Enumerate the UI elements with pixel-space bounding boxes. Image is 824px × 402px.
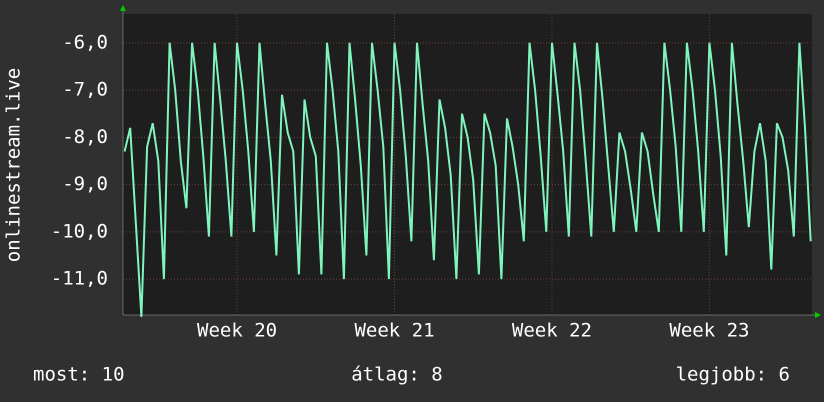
y-tick-label: -10,0: [51, 220, 108, 242]
footer-current: most: 10: [33, 364, 125, 386]
y-tick-label: -6,0: [62, 31, 108, 53]
plot-area: [123, 14, 812, 315]
x-tick-label: Week 21: [354, 320, 434, 342]
y-tick-label: -11,0: [51, 268, 108, 290]
y-tick-label: -9,0: [62, 173, 108, 195]
data-line: [123, 42, 812, 317]
footer-best: legjobb: 6: [676, 364, 790, 386]
x-axis-arrow: [815, 312, 821, 318]
footer-average: átlag: 8: [351, 364, 443, 386]
x-tick-label: Week 20: [197, 320, 277, 342]
x-tick-label: Week 23: [669, 320, 749, 342]
x-tick-label: Week 22: [512, 320, 592, 342]
y-axis-arrow: [120, 5, 126, 11]
y-tick-label: -7,0: [62, 79, 108, 101]
y-tick-label: -8,0: [62, 126, 108, 148]
y-axis-label: onlinestream.live: [3, 68, 25, 262]
